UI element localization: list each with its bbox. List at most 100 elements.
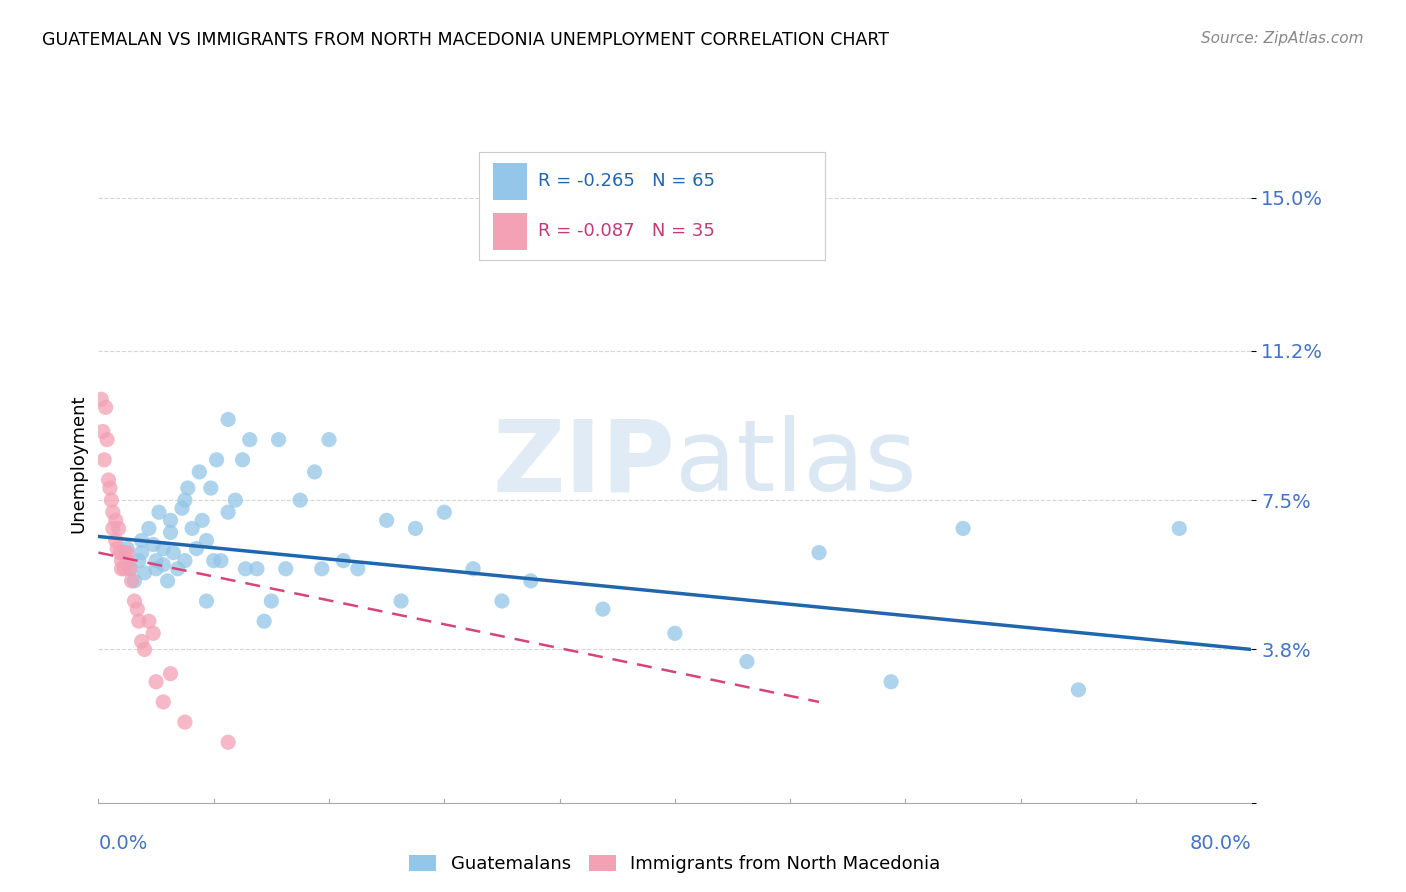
Point: [191, 513, 214, 527]
Point: [217, 412, 239, 426]
Point: [231, 452, 254, 467]
Point: [217, 505, 239, 519]
Point: [181, 521, 204, 535]
Point: [98, 481, 121, 495]
Point: [152, 695, 174, 709]
Point: [127, 602, 149, 616]
Point: [186, 541, 208, 556]
Point: [145, 674, 167, 689]
Point: [148, 505, 170, 519]
Point: [112, 546, 135, 560]
Point: [174, 715, 197, 730]
Text: atlas: atlas: [675, 416, 917, 512]
Text: GUATEMALAN VS IMMIGRANTS FROM NORTH MACEDONIA UNEMPLOYMENT CORRELATION CHART: GUATEMALAN VS IMMIGRANTS FROM NORTH MACE…: [42, 31, 889, 49]
Point: [108, 546, 131, 560]
Point: [110, 554, 132, 568]
Point: [332, 554, 354, 568]
Point: [200, 481, 222, 495]
Text: Source: ZipAtlas.com: Source: ZipAtlas.com: [1201, 31, 1364, 46]
Point: [145, 562, 167, 576]
Point: [101, 505, 124, 519]
Point: [105, 541, 128, 556]
Text: 0.0%: 0.0%: [98, 834, 148, 853]
Point: [156, 574, 179, 588]
Point: [491, 594, 513, 608]
Text: 80.0%: 80.0%: [1189, 834, 1251, 853]
Point: [375, 513, 398, 527]
Point: [1067, 682, 1090, 697]
Point: [1168, 521, 1191, 535]
Point: [94, 401, 117, 415]
Point: [735, 655, 758, 669]
Point: [162, 546, 184, 560]
Point: [405, 521, 427, 535]
Point: [260, 594, 283, 608]
Point: [120, 562, 142, 576]
Point: [100, 493, 122, 508]
Point: [664, 626, 686, 640]
Point: [96, 433, 118, 447]
Point: [880, 674, 903, 689]
Point: [807, 546, 830, 560]
Point: [128, 614, 150, 628]
Point: [195, 533, 218, 548]
Point: [131, 546, 153, 560]
Point: [117, 541, 138, 556]
Point: [311, 562, 333, 576]
Point: [124, 574, 146, 588]
Point: [520, 574, 543, 588]
Legend: Guatemalans, Immigrants from North Macedonia: Guatemalans, Immigrants from North Maced…: [404, 849, 946, 879]
Point: [152, 541, 174, 556]
Point: [202, 554, 225, 568]
Point: [138, 614, 160, 628]
Point: [224, 493, 246, 508]
Point: [174, 554, 197, 568]
Point: [159, 666, 181, 681]
Point: [117, 546, 138, 560]
Point: [97, 473, 120, 487]
Point: [145, 554, 167, 568]
Point: [592, 602, 614, 616]
Point: [110, 562, 132, 576]
Point: [217, 735, 239, 749]
Point: [461, 562, 484, 576]
Point: [304, 465, 326, 479]
Point: [433, 505, 456, 519]
Point: [952, 521, 974, 535]
Point: [93, 452, 115, 467]
Point: [117, 554, 138, 568]
Point: [346, 562, 368, 576]
Point: [112, 562, 135, 576]
Point: [235, 562, 257, 576]
Point: [239, 433, 262, 447]
Point: [104, 533, 127, 548]
Point: [131, 634, 153, 648]
Point: [128, 554, 150, 568]
Point: [253, 614, 276, 628]
Point: [142, 537, 165, 551]
Point: [195, 594, 218, 608]
Text: ZIP: ZIP: [492, 416, 675, 512]
Point: [159, 525, 181, 540]
Point: [274, 562, 297, 576]
Point: [101, 521, 124, 535]
Point: [104, 513, 127, 527]
Point: [170, 501, 193, 516]
Point: [131, 533, 153, 548]
Point: [90, 392, 112, 407]
Point: [91, 425, 114, 439]
Point: [142, 626, 165, 640]
Point: [138, 521, 160, 535]
Point: [124, 594, 146, 608]
Point: [209, 554, 232, 568]
Point: [188, 465, 211, 479]
Point: [318, 433, 340, 447]
Point: [120, 562, 142, 576]
Y-axis label: Unemployment: Unemployment: [69, 394, 87, 533]
Point: [177, 481, 200, 495]
Point: [290, 493, 312, 508]
Point: [174, 493, 197, 508]
Point: [246, 562, 269, 576]
Point: [134, 566, 156, 580]
Point: [152, 558, 174, 572]
